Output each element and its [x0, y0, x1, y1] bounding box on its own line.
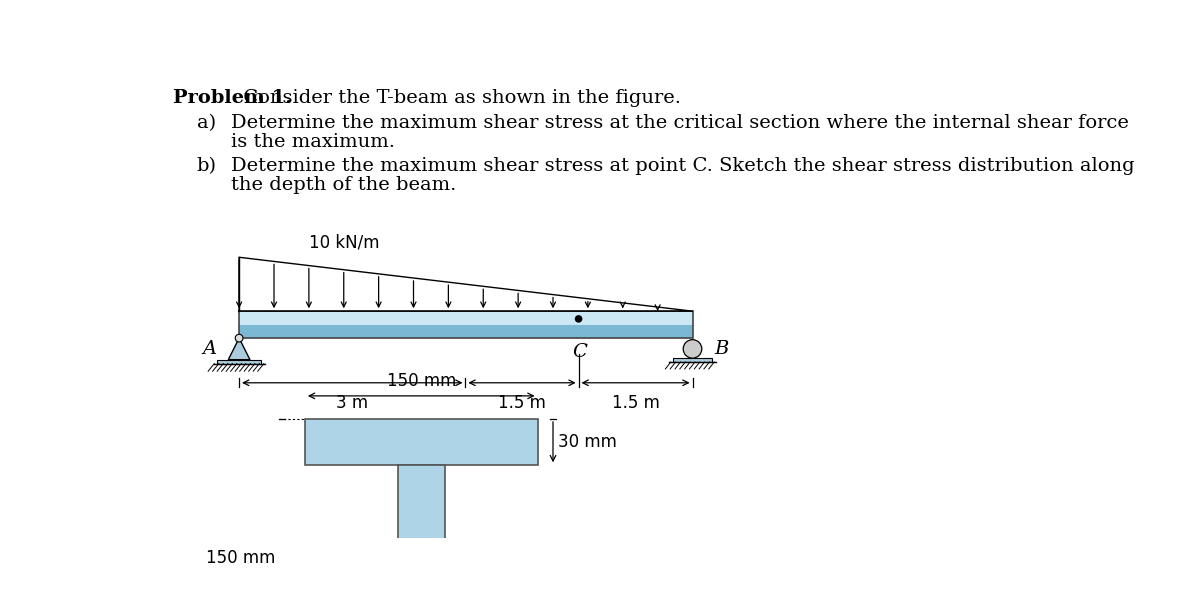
- Text: Consider the T-beam as shown in the figure.: Consider the T-beam as shown in the figu…: [236, 89, 680, 108]
- Text: 3 m: 3 m: [336, 394, 368, 411]
- Text: B: B: [714, 339, 728, 358]
- Bar: [239, 325, 692, 338]
- Text: 10 kN/m: 10 kN/m: [308, 233, 379, 251]
- Text: b): b): [197, 157, 216, 175]
- Polygon shape: [228, 338, 250, 360]
- Circle shape: [235, 334, 242, 342]
- Text: 30 mm: 30 mm: [558, 433, 617, 451]
- Text: A: A: [203, 339, 217, 358]
- Bar: [673, 358, 712, 362]
- Bar: [398, 465, 444, 604]
- Bar: [217, 360, 260, 364]
- Circle shape: [683, 339, 702, 358]
- Text: the depth of the beam.: the depth of the beam.: [232, 176, 457, 194]
- Text: 1.5 m: 1.5 m: [498, 394, 546, 411]
- Text: 150 mm: 150 mm: [206, 548, 276, 567]
- Text: 1.5 m: 1.5 m: [612, 394, 660, 411]
- Text: 150 mm: 150 mm: [386, 371, 456, 390]
- Text: is the maximum.: is the maximum.: [232, 132, 395, 150]
- Text: C: C: [572, 342, 588, 361]
- Text: Determine the maximum shear stress at point C. Sketch the shear stress distribut: Determine the maximum shear stress at po…: [232, 157, 1135, 175]
- Bar: [239, 311, 692, 338]
- Bar: [305, 419, 538, 465]
- Circle shape: [576, 316, 582, 322]
- Bar: [239, 311, 692, 325]
- Text: a): a): [197, 114, 216, 132]
- Text: Determine the maximum shear stress at the critical section where the internal sh: Determine the maximum shear stress at th…: [232, 114, 1129, 132]
- Text: Problem 1.: Problem 1.: [173, 89, 293, 108]
